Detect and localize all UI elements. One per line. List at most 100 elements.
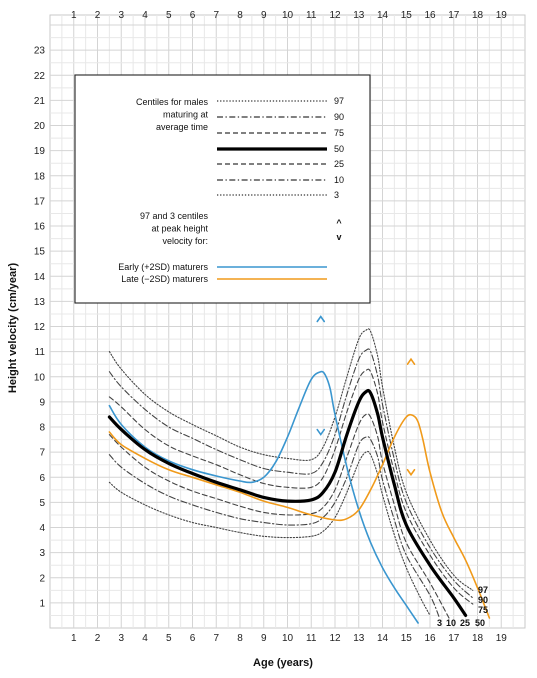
y-tick-label: 22 — [34, 71, 46, 82]
y-tick-label: 16 — [34, 222, 46, 233]
x-tick-label-bottom: 14 — [377, 633, 389, 644]
x-tick-label-top: 8 — [237, 10, 243, 21]
x-tick-label-bottom: 17 — [448, 633, 460, 644]
y-tick-label: 12 — [34, 322, 46, 333]
y-tick-label: 10 — [34, 372, 46, 383]
y-tick-label: 5 — [39, 498, 45, 509]
legend-header-line: maturing at — [163, 110, 209, 120]
x-tick-label-top: 5 — [166, 10, 172, 21]
x-tick-label-top: 13 — [353, 10, 365, 21]
y-tick-label: 9 — [39, 397, 45, 408]
legend-label-centile-90: 90 — [334, 112, 344, 122]
x-tick-label-top: 16 — [424, 10, 436, 21]
series-lines — [107, 328, 491, 624]
peak-lower-marker — [406, 468, 416, 477]
peak-lower-marker — [316, 428, 326, 436]
legend-label-maturer: Late (−2SD) maturers — [121, 274, 208, 284]
legend-header-line: Centiles for males — [136, 97, 209, 107]
y-tick-label: 3 — [39, 548, 45, 559]
legend-label-centile-3: 3 — [334, 190, 339, 200]
centile-end-label: 75 — [478, 605, 488, 615]
y-tick-label: 19 — [34, 146, 46, 157]
x-tick-label-top: 14 — [377, 10, 389, 21]
x-axis-title: Age (years) — [253, 657, 313, 669]
y-tick-label: 8 — [39, 423, 45, 434]
legend-peak-note-line: at peak height — [151, 224, 208, 234]
y-tick-label: 11 — [35, 347, 46, 358]
x-tick-label-bottom: 13 — [353, 633, 365, 644]
x-tick-label-top: 10 — [282, 10, 294, 21]
y-tick-label: 15 — [34, 247, 46, 258]
y-tick-label: 23 — [34, 46, 46, 57]
x-tick-label-bottom: 8 — [237, 633, 243, 644]
centile-end-label: 90 — [478, 595, 488, 605]
x-tick-label-top: 12 — [329, 10, 341, 21]
x-tick-label-top: 17 — [448, 10, 460, 21]
series-line-late — [108, 413, 491, 619]
y-tick-label: 6 — [39, 473, 45, 484]
legend-header-line: average time — [156, 122, 208, 132]
series-line-c75 — [108, 368, 474, 605]
x-tick-label-bottom: 12 — [329, 633, 341, 644]
centile-end-label: 25 — [460, 618, 470, 628]
series-line-c3 — [108, 450, 431, 616]
y-tick-label: 1 — [39, 598, 45, 609]
y-tick-label: 18 — [34, 171, 46, 182]
series-line-c10 — [108, 436, 441, 619]
x-tick-label-top: 7 — [213, 10, 219, 21]
x-tick-label-top: 19 — [496, 10, 508, 21]
x-tick-label-top: 15 — [401, 10, 413, 21]
y-tick-label: 4 — [39, 523, 45, 534]
x-tick-label-bottom: 7 — [213, 633, 219, 644]
series-line-early — [108, 370, 419, 624]
peak-annotations — [316, 315, 416, 477]
peak-upper-marker — [316, 315, 326, 323]
y-tick-label: 7 — [39, 448, 45, 459]
legend: Centiles for males maturing at average tim… — [74, 74, 371, 304]
y-axis-title: Height velocity (cm/year) — [7, 263, 19, 394]
legend-label-centile-10: 10 — [334, 175, 344, 185]
x-tick-label-bottom: 16 — [424, 633, 436, 644]
legend-peak-note-line: 97 and 3 centiles — [140, 211, 209, 221]
y-tick-label: 17 — [34, 196, 46, 207]
x-tick-label-bottom: 6 — [190, 633, 196, 644]
y-tick-label: 2 — [39, 573, 45, 584]
axis-ticks: 1122334455667788991010111112121313141415… — [34, 10, 507, 644]
legend-label-centile-97: 97 — [334, 96, 344, 106]
x-tick-label-bottom: 19 — [496, 633, 508, 644]
centile-end-label: 10 — [446, 618, 456, 628]
y-tick-label: 14 — [34, 272, 46, 283]
x-tick-label-top: 2 — [95, 10, 101, 21]
x-tick-label-bottom: 5 — [166, 633, 172, 644]
x-tick-label-bottom: 10 — [282, 633, 294, 644]
y-tick-label: 13 — [34, 297, 46, 308]
centile-end-label: 97 — [478, 585, 488, 595]
x-tick-label-bottom: 15 — [401, 633, 413, 644]
x-tick-label-top: 9 — [261, 10, 267, 21]
x-tick-label-top: 18 — [472, 10, 484, 21]
legend-box — [74, 74, 371, 304]
series-line-c50 — [107, 388, 468, 617]
y-tick-label: 21 — [34, 96, 46, 107]
x-tick-label-bottom: 2 — [95, 633, 101, 644]
x-tick-label-top: 3 — [118, 10, 124, 21]
series-line-c25 — [108, 413, 450, 619]
legend-label-centile-50: 50 — [334, 144, 344, 154]
series-line-c90 — [108, 348, 474, 599]
x-tick-label-bottom: 4 — [142, 633, 148, 644]
x-tick-label-top: 6 — [190, 10, 196, 21]
y-tick-label: 20 — [34, 121, 46, 132]
legend-peak-note-line: velocity for: — [162, 236, 208, 246]
legend-label-centile-75: 75 — [334, 128, 344, 138]
x-tick-label-top: 4 — [142, 10, 148, 21]
peak-upper-marker — [406, 357, 416, 365]
legend-peak-marker: ^ — [336, 218, 342, 228]
x-tick-label-top: 11 — [306, 10, 317, 21]
x-tick-label-bottom: 18 — [472, 633, 484, 644]
x-tick-label-bottom: 3 — [118, 633, 124, 644]
x-tick-label-top: 1 — [71, 10, 77, 21]
legend-label-centile-25: 25 — [334, 159, 344, 169]
x-tick-label-bottom: 1 — [71, 633, 77, 644]
